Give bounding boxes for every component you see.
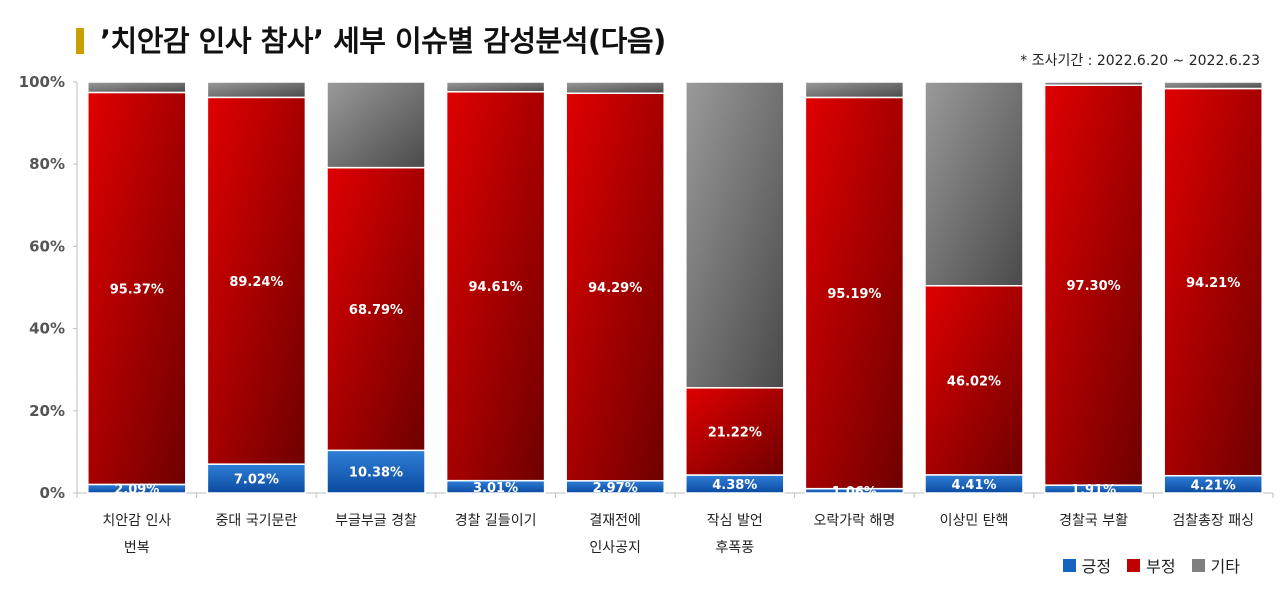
data-label-negative: 89.24% <box>229 275 283 290</box>
x-category-label: 치안감 인사 <box>102 513 171 529</box>
x-category-label: 경찰 길들이기 <box>455 513 537 529</box>
chart-title: ’치안감 인사 참사’ 세부 이슈별 감성분석(다음) <box>100 24 666 58</box>
bar-segment-other <box>1163 81 1263 90</box>
bar-segment-other <box>685 81 785 389</box>
legend-label-other: 기타 <box>1210 557 1240 576</box>
legend-item-negative: 부정 <box>1127 553 1176 577</box>
x-category-label: 부글부글 경찰 <box>335 513 417 529</box>
bar-segment-negative <box>1043 84 1144 486</box>
legend-swatch-positive <box>1062 558 1076 572</box>
data-label-positive: 3.01% <box>473 481 518 496</box>
data-label-negative: 97.30% <box>1067 279 1121 294</box>
bar-segment-negative <box>804 96 905 490</box>
x-category-label: 이상민 탄핵 <box>940 513 1009 529</box>
bar-segment-positive <box>326 449 426 494</box>
y-tick-label: 20% <box>29 402 65 420</box>
data-label-negative: 68.79% <box>349 303 403 318</box>
data-label-positive: 4.21% <box>1191 478 1236 493</box>
y-tick-label: 60% <box>29 237 65 255</box>
data-label-positive: 7.02% <box>234 473 279 488</box>
bar-segment-negative <box>565 92 665 482</box>
data-label-positive: 1.06% <box>832 485 877 500</box>
x-category-label: 경찰국 부활 <box>1059 513 1128 529</box>
data-label-negative: 94.21% <box>1186 276 1240 291</box>
x-category-label: 결재전에 <box>589 513 641 529</box>
x-category-label: 후폭풍 <box>715 540 754 556</box>
bar-segment-other <box>206 81 307 99</box>
x-category-label: 오락가락 해명 <box>814 513 896 529</box>
legend: 긍정 부정 기타 <box>1062 553 1240 577</box>
data-label-negative: 94.29% <box>588 281 642 296</box>
bar-segment-other <box>924 81 1024 287</box>
x-category-label: 검찰총장 패싱 <box>1172 513 1254 529</box>
title-marker <box>76 28 84 54</box>
bar-segment-negative <box>685 387 785 476</box>
bar-segment-negative <box>924 284 1024 476</box>
data-label-positive: 2.97% <box>593 481 638 496</box>
data-label-positive: 1.91% <box>1071 483 1116 498</box>
data-label-negative: 95.19% <box>827 287 881 302</box>
x-category-label: 인사공지 <box>589 540 641 556</box>
data-label-negative: 21.22% <box>708 425 762 440</box>
y-tick-label: 80% <box>29 155 65 173</box>
data-label-positive: 2.09% <box>114 483 159 498</box>
bar-segment-other <box>804 81 905 99</box>
legend-item-positive: 긍정 <box>1062 553 1112 577</box>
data-label-positive: 10.38% <box>349 466 403 481</box>
survey-period: * 조사기간 : 2022.6.20 ~ 2022.6.23 <box>1020 53 1260 69</box>
bar-segment-other <box>326 81 426 169</box>
bar-segment-other <box>1043 81 1144 86</box>
data-label-negative: 94.61% <box>469 280 523 295</box>
x-category-label: 번복 <box>124 540 150 556</box>
x-category-label: 중대 국기문란 <box>216 513 298 529</box>
data-label-positive: 4.38% <box>712 478 757 493</box>
legend-swatch-negative <box>1127 558 1141 572</box>
bar-segment-positive <box>206 463 307 494</box>
y-tick-label: 40% <box>29 320 65 338</box>
legend-label-positive: 긍정 <box>1081 557 1112 576</box>
legend-item-other: 기타 <box>1191 553 1240 577</box>
legend-label-negative: 부정 <box>1146 557 1176 576</box>
bar-segment-other <box>565 81 665 95</box>
bar-segment-negative <box>87 91 187 486</box>
y-tick-label: 100% <box>19 73 65 91</box>
bar-segment-negative <box>206 96 307 465</box>
bar-segment-negative <box>445 91 546 482</box>
data-label-negative: 95.37% <box>110 282 164 297</box>
bar-segment-negative <box>1163 87 1263 477</box>
legend-swatch-other <box>1191 558 1205 572</box>
x-category-label: 작심 발언 <box>707 513 763 529</box>
bar-segment-other <box>445 81 546 93</box>
data-label-positive: 4.41% <box>951 478 996 493</box>
bar-segment-other <box>87 81 187 94</box>
data-label-negative: 46.02% <box>947 374 1001 389</box>
y-tick-label: 0% <box>40 484 65 502</box>
